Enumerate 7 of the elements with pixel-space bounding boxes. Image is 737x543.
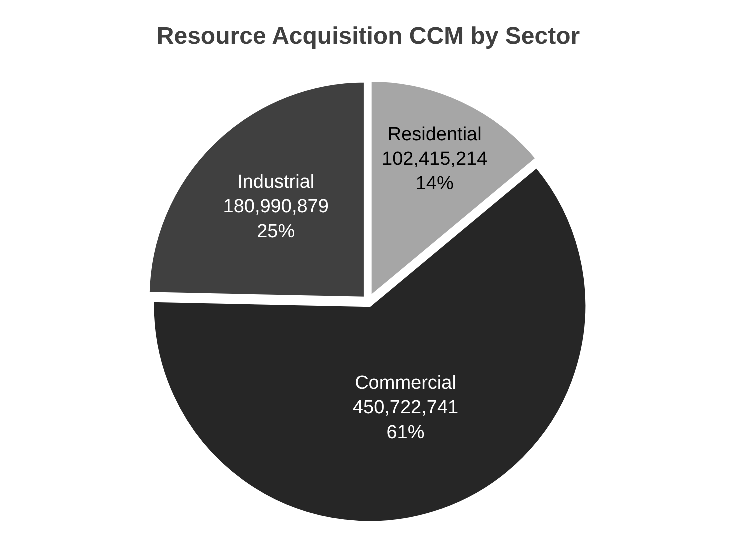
slice-label: Industrial: [238, 172, 315, 193]
data-label: 102,415,214 14%: [382, 149, 488, 195]
slice-label: Residential: [388, 124, 482, 146]
data-label: 450,722,741 61%: [352, 398, 459, 444]
slice-label: Commercial: [355, 372, 456, 394]
data-label: 180,990,879 25%: [223, 196, 329, 242]
chart-title: Resource Acquisition CCM by Sector: [156, 22, 580, 50]
